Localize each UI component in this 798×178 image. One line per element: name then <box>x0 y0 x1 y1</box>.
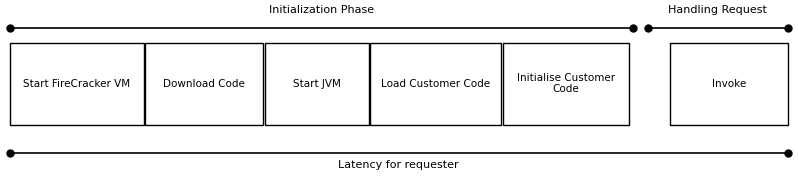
FancyBboxPatch shape <box>370 43 501 125</box>
Text: Latency for requester: Latency for requester <box>338 160 459 170</box>
FancyBboxPatch shape <box>265 43 369 125</box>
Text: Initialise Customer
Code: Initialise Customer Code <box>517 73 614 95</box>
FancyBboxPatch shape <box>10 43 144 125</box>
FancyBboxPatch shape <box>503 43 629 125</box>
FancyBboxPatch shape <box>670 43 788 125</box>
Text: Start FireCracker VM: Start FireCracker VM <box>23 79 130 89</box>
Text: Invoke: Invoke <box>713 79 746 89</box>
Text: Initialization Phase: Initialization Phase <box>269 5 373 15</box>
FancyBboxPatch shape <box>145 43 263 125</box>
Text: Start JVM: Start JVM <box>293 79 341 89</box>
Text: Download Code: Download Code <box>164 79 245 89</box>
Text: Handling Request: Handling Request <box>669 5 767 15</box>
Text: Load Customer Code: Load Customer Code <box>381 79 490 89</box>
